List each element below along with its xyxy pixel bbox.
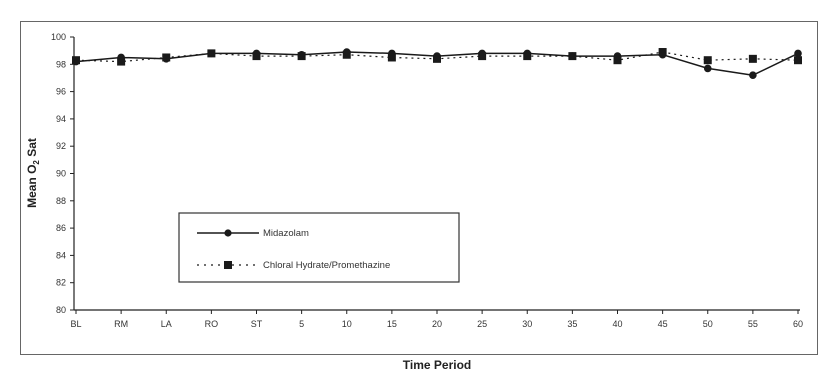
data-point-midazolam [162,55,171,63]
x-tick-label: 25 [477,319,487,329]
data-point-midazolam [794,49,802,58]
data-point-midazolam [478,49,486,58]
data-point-chloral-hydrate [117,57,126,66]
data-point-midazolam [568,52,577,60]
x-tick-label: 20 [432,319,442,329]
y-tick-label: 80 [56,305,66,315]
data-point-midazolam [703,64,712,73]
x-tick-label: 60 [793,319,803,329]
y-axis-ticks: 80 82 84 86 88 90 92 94 96 98 100 [51,32,74,315]
x-tick-label: 35 [567,319,577,329]
legend-chloral-label: Chloral Hydrate/Promethazine [263,260,390,271]
data-point-midazolam [658,50,667,59]
data-point-midazolam [207,49,216,58]
y-tick-label: 92 [56,141,66,151]
data-point-midazolam [749,71,757,80]
data-point-midazolam [342,48,351,56]
y-axis-title-suffix: Sat [25,138,39,160]
data-point-chloral-hydrate [613,56,622,65]
legend-midazolam-label: Midazolam [263,228,309,239]
data-point-chloral-hydrate [387,53,396,62]
x-tick-label: ST [251,319,263,329]
x-tick-label: BL [70,319,81,329]
x-tick-label: 40 [612,319,622,329]
data-point-chloral-hydrate [748,54,757,63]
data-point-midazolam [613,52,622,60]
data-point-midazolam [117,53,125,62]
legend: Midazolam Chloral Hydrate/Promethazine [178,212,460,283]
y-tick-label: 98 [56,59,66,69]
x-axis-title: Time Period [403,358,471,372]
data-point-midazolam [297,50,306,59]
x-tick-label: LA [161,319,172,329]
legend-box [178,212,460,283]
y-tick-label: 90 [56,169,66,179]
series-layer [72,48,802,80]
data-point-chloral-hydrate [794,56,802,65]
x-tick-label: 30 [522,319,532,329]
x-tick-label: 50 [703,319,713,329]
data-point-midazolam [72,57,80,66]
y-tick-label: 82 [56,278,66,288]
x-axis-ticks: BL RM LA RO ST 5 10 15 20 25 30 35 40 45 50 55 60 [70,310,803,329]
y-tick-label: 84 [56,250,66,260]
legend-chloral-marker [224,261,232,269]
y-axis-title: Mean O2 Sat [25,138,41,208]
data-point-midazolam [252,49,261,58]
data-point-midazolam [523,49,532,58]
x-tick-label: 45 [658,319,668,329]
x-tick-label: 10 [342,319,352,329]
legend-midazolam-marker [224,229,232,237]
x-tick-label: RO [205,319,219,329]
data-point-chloral-hydrate [703,56,712,65]
x-tick-label: 55 [748,319,758,329]
figure-border [20,21,818,355]
x-tick-label: 15 [387,319,397,329]
x-tick-label: RM [114,319,128,329]
y-tick-label: 96 [56,87,66,97]
y-tick-label: 94 [56,114,66,124]
data-point-midazolam [433,52,441,60]
y-tick-label: 88 [56,196,66,206]
y-tick-label: 86 [56,223,66,233]
data-point-midazolam [388,49,396,58]
y-axis-title-subscript: 2 [32,160,41,165]
x-tick-label: 5 [299,319,304,329]
y-tick-label: 100 [51,32,66,42]
